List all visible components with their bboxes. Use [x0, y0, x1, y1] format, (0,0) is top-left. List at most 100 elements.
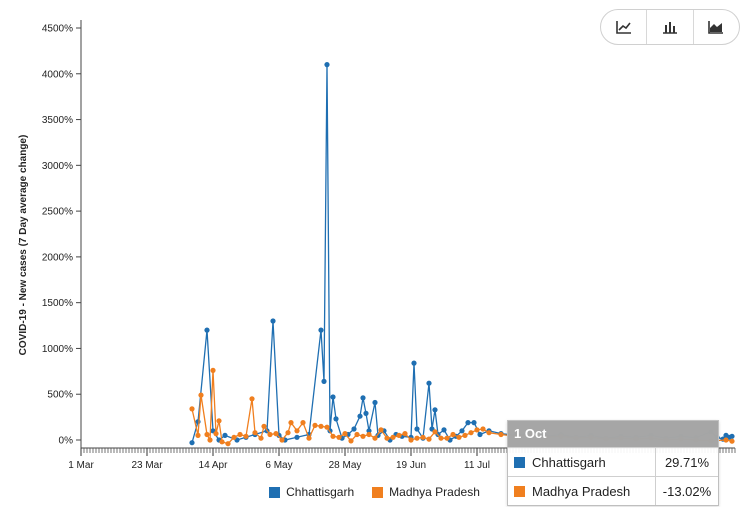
data-point-madhya-pradesh	[204, 431, 210, 438]
data-point-madhya-pradesh	[366, 431, 372, 438]
data-point-madhya-pradesh	[279, 437, 285, 443]
data-point-madhya-pradesh	[198, 392, 204, 398]
data-point-madhya-pradesh	[195, 432, 201, 438]
area-chart-icon	[708, 21, 724, 34]
data-point-madhya-pradesh	[336, 434, 342, 440]
data-point-madhya-pradesh	[267, 431, 273, 438]
data-point-madhya-pradesh	[354, 431, 360, 438]
y-tick-label: 4500%	[42, 24, 73, 35]
legend-swatch	[372, 486, 384, 498]
data-point-madhya-pradesh	[213, 431, 219, 437]
data-point-madhya-pradesh	[318, 423, 324, 429]
data-point-madhya-pradesh	[249, 396, 255, 402]
y-tick-label: 0%	[59, 436, 74, 447]
x-tick-label: 1 Mar	[68, 460, 94, 471]
data-point-madhya-pradesh	[480, 426, 486, 432]
data-point-chhattisgarh	[321, 378, 327, 384]
x-tick-label: 23 Mar	[131, 460, 163, 471]
data-point-chhattisgarh	[351, 426, 357, 432]
data-point-chhattisgarh	[729, 433, 735, 439]
data-point-madhya-pradesh	[348, 438, 354, 444]
bar-chart-button[interactable]	[647, 10, 694, 44]
data-point-madhya-pradesh	[330, 433, 336, 439]
data-point-chhattisgarh	[333, 416, 339, 422]
data-point-madhya-pradesh	[420, 434, 426, 440]
hover-tooltip: 1 Oct Chhattisgarh 29.71% Madhya Pradesh…	[507, 420, 719, 506]
data-point-madhya-pradesh	[723, 437, 729, 443]
data-point-chhattisgarh	[432, 407, 438, 413]
data-point-chhattisgarh	[270, 318, 276, 324]
data-point-madhya-pradesh	[231, 434, 237, 440]
data-point-madhya-pradesh	[402, 431, 408, 437]
data-point-madhya-pradesh	[462, 432, 468, 438]
data-point-madhya-pradesh	[300, 420, 306, 426]
data-point-madhya-pradesh	[216, 418, 222, 424]
data-point-madhya-pradesh	[378, 427, 384, 433]
data-point-madhya-pradesh	[438, 435, 444, 441]
y-axis-label: COVID-19 - New cases (7 Day average chan…	[18, 135, 29, 356]
data-point-madhya-pradesh	[261, 423, 267, 429]
tooltip-series-name: Chhattisgarh	[508, 448, 656, 476]
data-point-chhattisgarh	[366, 428, 372, 434]
data-point-chhattisgarh	[477, 431, 483, 438]
data-point-chhattisgarh	[441, 427, 447, 433]
data-point-chhattisgarh	[195, 419, 201, 425]
data-point-chhattisgarh	[357, 413, 363, 419]
y-tick-label: 3500%	[42, 115, 73, 126]
data-point-madhya-pradesh	[306, 435, 312, 441]
y-tick-label: 3000%	[42, 161, 73, 172]
data-point-chhattisgarh	[426, 380, 432, 386]
data-point-madhya-pradesh	[384, 435, 390, 441]
data-point-madhya-pradesh	[486, 430, 492, 436]
data-point-madhya-pradesh	[252, 430, 258, 436]
data-point-madhya-pradesh	[474, 427, 480, 433]
data-point-chhattisgarh	[360, 395, 366, 401]
legend-label: Madhya Pradesh	[389, 485, 480, 499]
y-tick-label: 500%	[47, 390, 73, 401]
line-chart-button[interactable]	[601, 10, 648, 44]
x-tick-label: 6 May	[265, 460, 292, 471]
legend-label: Chhattisgarh	[286, 485, 355, 499]
x-tick-label: 19 Jun	[396, 460, 426, 471]
data-point-madhya-pradesh	[273, 431, 279, 437]
data-point-madhya-pradesh	[426, 436, 432, 442]
x-tick-label: 28 May	[329, 460, 362, 471]
data-point-chhattisgarh	[204, 327, 210, 333]
data-point-madhya-pradesh	[219, 439, 225, 445]
data-point-madhya-pradesh	[360, 433, 366, 439]
y-tick-label: 1500%	[42, 298, 73, 309]
data-point-chhattisgarh	[222, 432, 228, 438]
legend-item-chhattisgarh[interactable]: Chhattisgarh	[269, 485, 354, 499]
x-tick-label: 11 Jul	[464, 460, 490, 471]
tooltip-value: 29.71%	[664, 454, 710, 470]
data-point-chhattisgarh	[411, 360, 417, 366]
y-tick-label: 4000%	[42, 69, 73, 80]
data-point-madhya-pradesh	[312, 422, 318, 428]
x-tick-label: 14 Apr	[199, 460, 229, 471]
data-point-madhya-pradesh	[324, 424, 330, 430]
data-point-madhya-pradesh	[444, 435, 450, 441]
data-point-chhattisgarh	[459, 428, 465, 434]
data-point-madhya-pradesh	[498, 431, 504, 438]
data-point-madhya-pradesh	[258, 435, 264, 441]
data-point-madhya-pradesh	[468, 430, 474, 436]
y-axis: 0% 500% 1000% 1500% 2000% 2500% 3000% 3500% 4000…	[42, 20, 82, 448]
data-point-chhattisgarh	[324, 62, 330, 68]
y-tick-label: 2000%	[42, 252, 73, 263]
data-point-madhya-pradesh	[729, 438, 735, 444]
tooltip-row-madhya-pradesh: Madhya Pradesh -13.02%	[508, 476, 718, 505]
legend-swatch	[269, 486, 281, 498]
data-point-chhattisgarh	[414, 426, 420, 432]
y-tick-label: 2500%	[42, 207, 73, 218]
y-tick-label: 1000%	[42, 344, 73, 355]
data-point-madhya-pradesh	[408, 437, 414, 443]
tooltip-swatch	[514, 485, 525, 497]
data-point-madhya-pradesh	[288, 420, 294, 426]
series-layer	[189, 62, 735, 447]
tooltip-series-name: Madhya Pradesh	[508, 477, 656, 505]
tooltip-row-chhattisgarh: Chhattisgarh 29.71%	[508, 447, 718, 476]
legend-item-madhya-pradesh[interactable]: Madhya Pradesh	[372, 485, 480, 499]
area-chart-button[interactable]	[694, 10, 739, 44]
tooltip-date: 1 Oct	[508, 421, 718, 447]
data-point-madhya-pradesh	[390, 434, 396, 440]
